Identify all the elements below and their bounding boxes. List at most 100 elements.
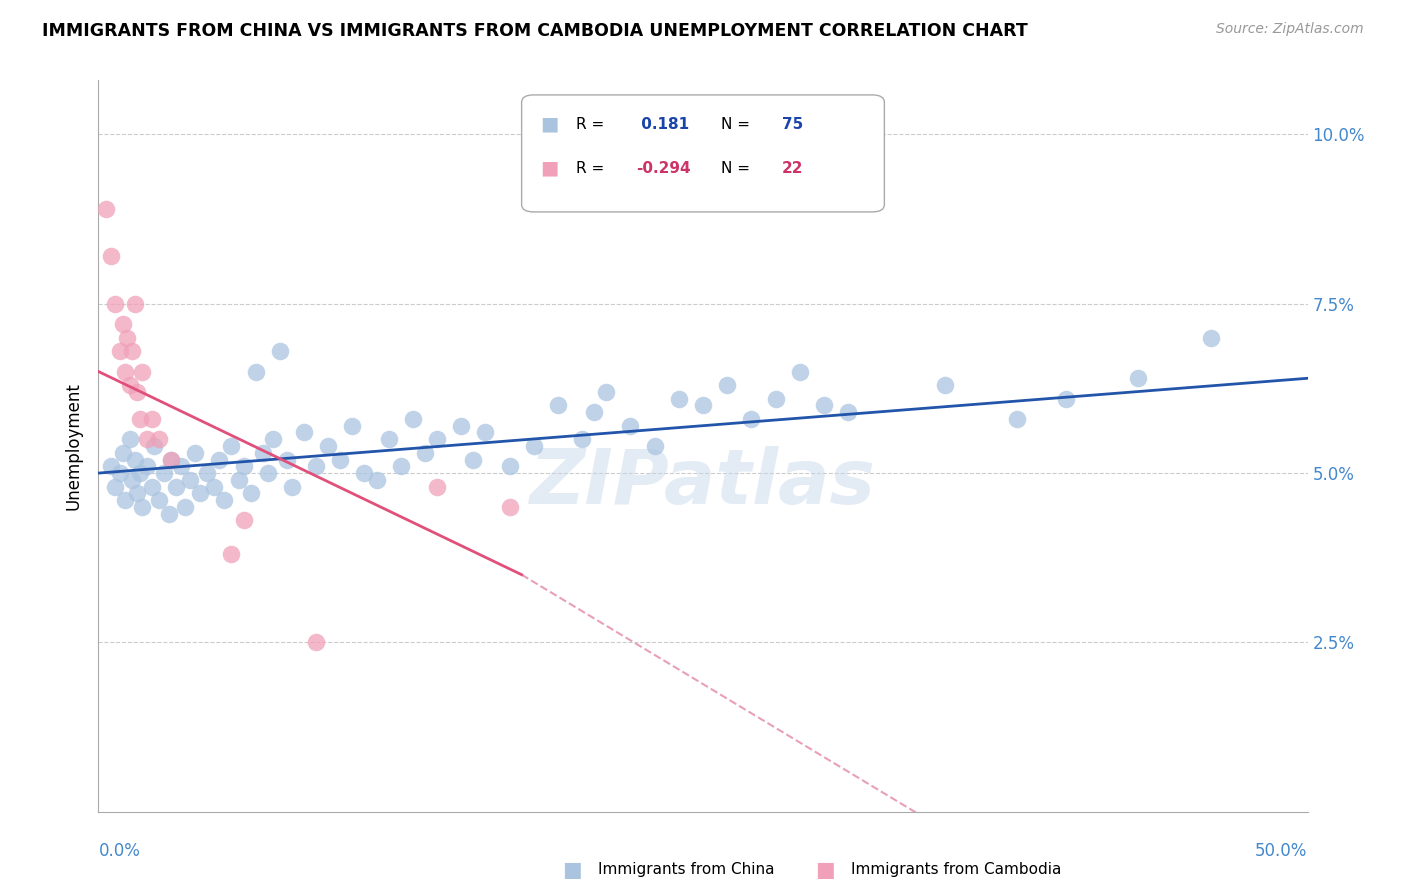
Text: R =: R = (576, 161, 609, 176)
Point (583, 405, 606, 419)
Text: -0.294: -0.294 (637, 161, 692, 176)
Point (128, 412, 150, 426)
Text: 0.0%: 0.0% (98, 842, 141, 860)
Point (208, 452, 231, 467)
Point (426, 432, 449, 446)
Point (837, 405, 859, 419)
Point (619, 418, 641, 433)
Point (195, 466, 218, 480)
Point (305, 459, 328, 474)
Point (121, 473, 143, 487)
Point (523, 439, 546, 453)
FancyBboxPatch shape (522, 95, 884, 212)
Point (160, 452, 183, 467)
Point (165, 480, 187, 494)
Point (239, 486, 262, 500)
Point (245, 364, 267, 378)
Text: Immigrants from China: Immigrants from China (598, 863, 775, 877)
Text: Source: ZipAtlas.com: Source: ZipAtlas.com (1216, 22, 1364, 37)
Point (111, 446, 134, 460)
Point (118, 378, 141, 392)
Point (124, 297, 146, 311)
Point (232, 459, 254, 474)
Point (143, 439, 166, 453)
Point (413, 446, 436, 460)
Point (118, 432, 141, 446)
Point (498, 500, 520, 514)
Point (813, 398, 835, 412)
Point (547, 398, 569, 412)
Point (228, 473, 250, 487)
Text: ZIPatlas: ZIPatlas (530, 446, 876, 519)
Point (716, 378, 738, 392)
Point (100, 249, 122, 263)
Point (94, 202, 117, 216)
Point (212, 493, 235, 508)
Point (141, 480, 163, 494)
Text: 0.181: 0.181 (637, 117, 689, 132)
Point (740, 412, 762, 426)
Text: 75: 75 (782, 117, 803, 132)
Point (474, 425, 496, 440)
Point (108, 344, 131, 359)
Point (131, 500, 153, 514)
Point (141, 412, 163, 426)
Text: 50.0%: 50.0% (1256, 842, 1308, 860)
Text: R =: R = (576, 117, 609, 132)
Point (450, 418, 472, 433)
Point (1199, 331, 1222, 345)
Point (148, 432, 170, 446)
Point (1128, 371, 1150, 385)
Text: ■: ■ (540, 115, 558, 134)
Point (204, 480, 226, 494)
Point (934, 378, 956, 392)
Point (342, 418, 364, 433)
Point (276, 452, 298, 467)
Point (117, 331, 139, 345)
Point (135, 432, 157, 446)
Text: 22: 22 (782, 161, 803, 176)
Point (389, 459, 412, 474)
Point (498, 459, 520, 474)
Point (305, 635, 328, 649)
Point (256, 466, 278, 480)
Point (644, 439, 666, 453)
Point (124, 452, 146, 467)
Point (100, 459, 122, 474)
Point (114, 364, 136, 378)
Point (281, 480, 304, 494)
Point (1054, 392, 1077, 406)
Point (692, 398, 714, 412)
Text: N =: N = (721, 117, 755, 132)
Text: ■: ■ (815, 860, 835, 880)
Point (765, 392, 787, 406)
Point (152, 466, 174, 480)
Point (329, 452, 352, 467)
Point (292, 425, 315, 440)
Point (232, 514, 254, 528)
Point (1007, 412, 1029, 426)
Text: Immigrants from Cambodia: Immigrants from Cambodia (851, 863, 1062, 877)
Point (108, 466, 131, 480)
Y-axis label: Unemployment: Unemployment (65, 382, 83, 510)
Point (179, 473, 201, 487)
Point (269, 344, 291, 359)
Point (157, 507, 180, 521)
Text: ■: ■ (540, 159, 558, 178)
Point (595, 384, 617, 399)
Point (114, 493, 136, 508)
Point (104, 297, 127, 311)
Point (127, 486, 149, 500)
Point (221, 439, 243, 453)
Text: ■: ■ (562, 860, 582, 880)
Text: IMMIGRANTS FROM CHINA VS IMMIGRANTS FROM CAMBODIA UNEMPLOYMENT CORRELATION CHART: IMMIGRANTS FROM CHINA VS IMMIGRANTS FROM… (42, 22, 1028, 40)
Point (160, 452, 183, 467)
Text: N =: N = (721, 161, 755, 176)
Point (571, 432, 593, 446)
Point (366, 473, 388, 487)
Point (221, 547, 243, 561)
Point (353, 466, 375, 480)
Point (789, 364, 811, 378)
Point (131, 364, 153, 378)
Point (426, 480, 449, 494)
